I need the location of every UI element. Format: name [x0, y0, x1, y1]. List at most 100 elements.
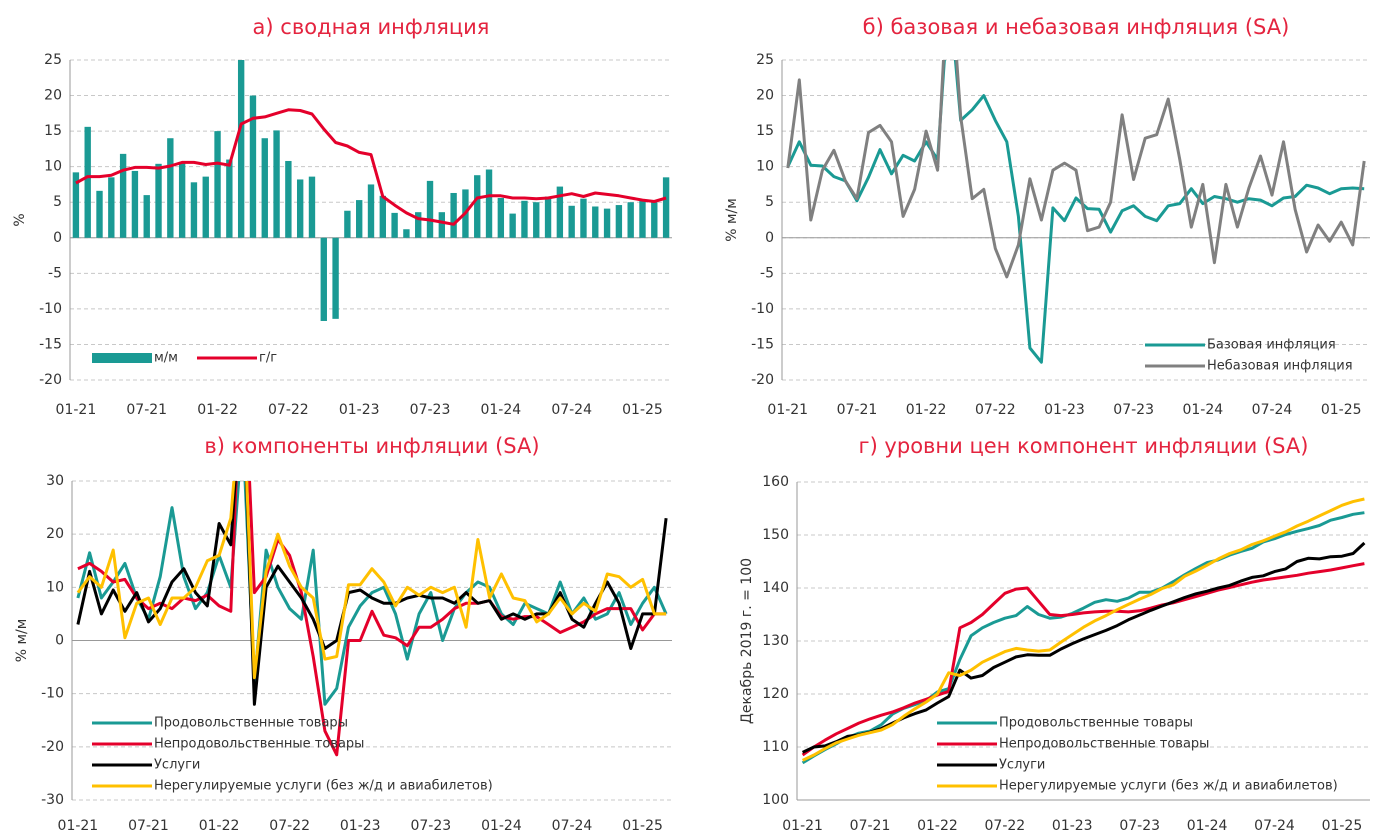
line — [801, 562, 1365, 757]
x-tick-label: 01-24 — [481, 818, 522, 834]
y-tick-label: -20 — [39, 372, 62, 388]
y-tick-label: -20 — [41, 739, 64, 755]
bar — [662, 177, 670, 238]
y-tick-label: -15 — [39, 336, 62, 352]
bar — [651, 202, 658, 238]
x-tick-label: 01-23 — [340, 818, 381, 834]
chart-title: в) компоненты инфляции (SA) — [204, 434, 539, 458]
x-tick-label: 01-25 — [1322, 818, 1363, 834]
x-tick-label: 07-23 — [410, 402, 451, 418]
y-tick-label: 140 — [762, 580, 789, 596]
x-tick-label: 07-23 — [410, 818, 451, 834]
y-axis-label: % м/м — [724, 198, 740, 242]
y-tick-label: 0 — [55, 633, 64, 649]
y-tick-label: 15 — [756, 123, 774, 139]
bar — [544, 196, 552, 238]
y-tick-label: 0 — [765, 230, 774, 246]
x-tick-label: 01-22 — [917, 818, 958, 834]
x-tick-label: 07-21 — [126, 402, 167, 418]
line — [76, 481, 667, 680]
y-tick-label: -10 — [751, 301, 774, 317]
bar — [190, 182, 198, 238]
x-tick-label: 07-24 — [1252, 402, 1293, 418]
y-tick-label: 5 — [53, 194, 62, 210]
bar — [521, 200, 528, 238]
y-tick-label: 10 — [756, 159, 774, 175]
x-tick-label: 07-24 — [551, 402, 592, 418]
legend-label: Базовая инфляция — [1207, 338, 1336, 353]
y-tick-label: 10 — [44, 159, 62, 175]
legend-label: Нерегулируемые услуги (без ж/д и авиабил… — [154, 779, 493, 794]
legend-label: Нерегулируемые услуги (без ж/д и авиабил… — [999, 779, 1338, 794]
bar — [509, 213, 516, 238]
bar — [226, 159, 233, 238]
x-tick-label: 01-25 — [1321, 402, 1362, 418]
line — [801, 497, 1365, 762]
legend-swatch — [92, 353, 152, 363]
y-tick-label: 0 — [53, 230, 62, 246]
bar — [615, 205, 623, 238]
marks — [786, 60, 1366, 364]
line — [786, 60, 1366, 279]
bar — [415, 212, 422, 238]
x-tick-label: 07-23 — [1113, 402, 1154, 418]
chart-title: г) уровни цен компонент инфляции (SA) — [859, 434, 1309, 458]
bar — [167, 138, 174, 238]
bar — [202, 176, 209, 238]
panel: а) сводная инфляция% -20 -15 -10 -5 0 5 10 15 20 2… — [12, 15, 672, 418]
x-tick-label: 07-24 — [552, 818, 593, 834]
x-tick-label: 01-25 — [622, 818, 663, 834]
legend-label: Непродовольственные товары — [154, 737, 364, 752]
line — [77, 481, 667, 757]
y-tick-label: 120 — [762, 686, 789, 702]
panel: г) уровни цен компонент инфляции (SA) Дек… — [739, 434, 1370, 834]
x-tick-label: 01-24 — [1187, 818, 1228, 834]
line — [786, 60, 1365, 364]
x-tick-label: 01-22 — [197, 402, 238, 418]
bar — [84, 126, 91, 238]
y-tick-label: 160 — [762, 474, 789, 490]
y-tick-label: -15 — [751, 336, 774, 352]
y-tick-label: 20 — [46, 526, 64, 542]
x-tick-label: 01-21 — [782, 818, 823, 834]
bar — [237, 60, 245, 238]
y-tick-label: 20 — [756, 88, 774, 104]
bar — [592, 206, 599, 238]
y-tick-label: 110 — [762, 739, 789, 755]
y-axis-label: Декабрь 2019 г. = 100 — [739, 558, 755, 724]
bar — [367, 184, 375, 238]
bar — [639, 200, 646, 238]
x-tick-label: 01-21 — [56, 402, 97, 418]
bar — [391, 212, 398, 238]
y-tick-label: 20 — [44, 88, 62, 104]
y-tick-label: -20 — [751, 372, 774, 388]
y-tick-label: -5 — [760, 265, 774, 281]
y-tick-label: 25 — [44, 52, 62, 68]
y-tick-label: 30 — [46, 473, 64, 489]
bar — [119, 153, 127, 238]
bar — [96, 190, 103, 238]
line — [75, 108, 667, 226]
x-tick-label: 01-22 — [906, 402, 947, 418]
x-tick-label: 01-25 — [622, 402, 663, 418]
x-tick-label: 01-24 — [480, 402, 521, 418]
bar — [356, 200, 363, 238]
x-tick-label: 07-21 — [128, 818, 169, 834]
x-tick-label: 07-23 — [1119, 818, 1160, 834]
x-tick-label: 07-22 — [975, 402, 1016, 418]
bar — [143, 195, 150, 238]
bar — [296, 179, 304, 238]
y-tick-label: 10 — [46, 579, 64, 595]
y-tick-label: 130 — [762, 633, 789, 649]
legend-label: м/м — [154, 351, 178, 366]
legend-label: Небазовая инфляция — [1207, 359, 1353, 374]
bar — [178, 162, 186, 238]
y-tick-label: -30 — [41, 792, 64, 808]
y-tick-label: -10 — [39, 301, 62, 317]
y-tick-label: 150 — [762, 527, 789, 543]
x-tick-label: 07-21 — [837, 402, 878, 418]
bar — [474, 175, 481, 238]
y-axis-label: % — [12, 213, 28, 226]
x-tick-label: 01-22 — [199, 818, 240, 834]
